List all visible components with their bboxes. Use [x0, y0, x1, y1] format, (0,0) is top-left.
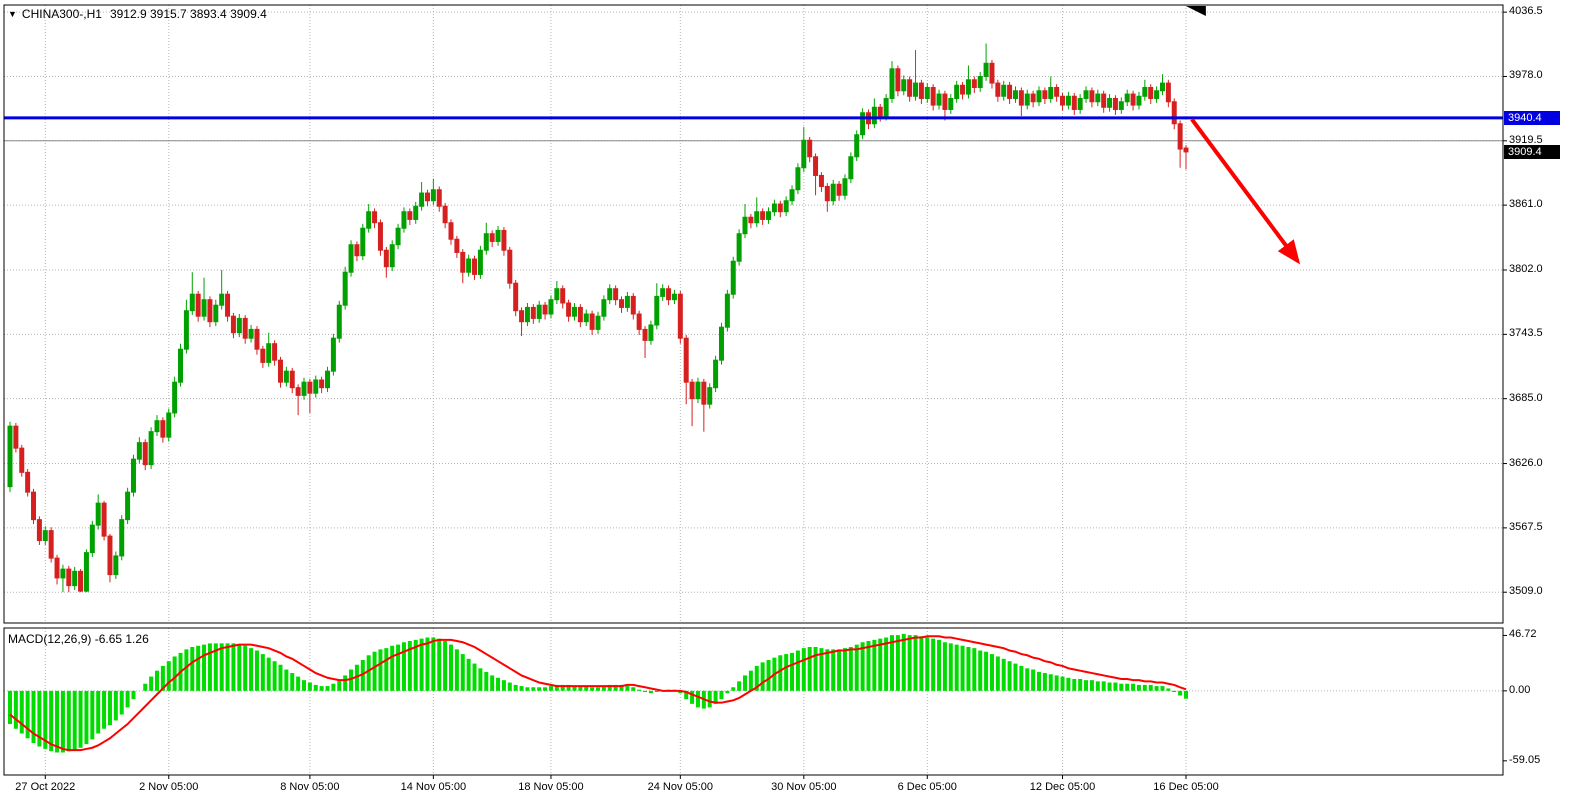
price-tick-label[interactable]: 3567.5	[1509, 520, 1543, 533]
ohlc-values-label: 3912.9 3915.7 3893.4 3909.4	[109, 7, 267, 21]
time-tick-label[interactable]: 30 Nov 05:00	[771, 781, 837, 793]
time-tick-label[interactable]: 6 Dec 05:00	[897, 781, 957, 793]
macd-histogram	[8, 633, 1188, 753]
macd-panel-border[interactable]	[3, 627, 1504, 776]
time-tick-label[interactable]: 8 Nov 05:00	[280, 781, 340, 793]
chart-shift-marker[interactable]	[1185, 6, 1206, 16]
time-tick-label[interactable]: 24 Nov 05:00	[647, 781, 714, 793]
axis-ticks	[44, 11, 1507, 779]
time-tick-label[interactable]: 14 Nov 05:00	[400, 781, 467, 793]
price-tick-label[interactable]: 3509.0	[1509, 585, 1543, 598]
price-tick-label[interactable]: 3802.0	[1509, 263, 1543, 275]
time-tick-label[interactable]: 18 Nov 05:00	[518, 781, 584, 793]
chart-menu-triangle-icon[interactable]: ▼	[8, 9, 17, 19]
price-tick-label[interactable]: 3685.0	[1509, 391, 1543, 404]
bid-price-tag: 3909.4	[1504, 144, 1560, 159]
level-price-tag: 3940.4	[1504, 110, 1560, 125]
price-tick-label[interactable]: 3861.0	[1509, 198, 1543, 211]
time-tick-label[interactable]: 16 Dec 05:00	[1153, 781, 1219, 793]
price-tick-label[interactable]: 3626.0	[1509, 456, 1543, 469]
macd-tick-label[interactable]: 0.00	[1509, 683, 1531, 696]
price-tick-label[interactable]: 3743.5	[1509, 327, 1543, 340]
trend-arrow-annotation[interactable]	[1190, 118, 1301, 265]
time-tick-label[interactable]: 2 Nov 05:00	[139, 781, 199, 793]
macd-tick-label[interactable]: 46.72	[1509, 628, 1537, 641]
main-panel-border	[3, 4, 1504, 624]
symbol-ohlc-readout: ▼ CHINA300-,H1 3912.9 3915.7 3893.4 3909.4	[8, 7, 267, 21]
macd-indicator-label: MACD(12,26,9) -6.65 1.26	[8, 632, 149, 646]
price-tick-label[interactable]: 4036.5	[1509, 5, 1543, 18]
macd-signal-line	[9, 635, 1187, 752]
price-tick-label[interactable]: 3978.0	[1509, 69, 1543, 82]
time-tick-label[interactable]: 27 Oct 2022	[15, 781, 76, 793]
symbol-timeframe-label: CHINA300-,H1	[21, 7, 102, 21]
price-tick-label[interactable]: 3919.5	[1509, 133, 1543, 146]
time-tick-label[interactable]: 12 Dec 05:00	[1029, 781, 1096, 793]
candles-group	[7, 43, 1189, 593]
macd-tick-label[interactable]: -59.05	[1509, 753, 1541, 766]
